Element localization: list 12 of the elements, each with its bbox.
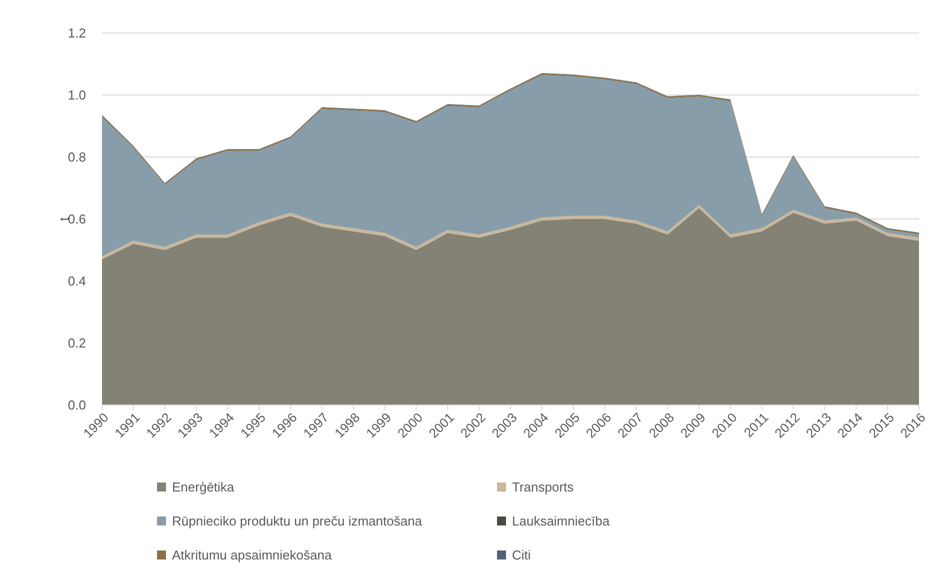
legend-label: Atkritumu apsaimniekošana [172,548,332,563]
legend-label: Rūpnieciko produktu un preču izmantošana [172,514,423,529]
legend-label: Enerģētika [172,480,235,495]
y-tick-label: 0.8 [68,150,86,165]
y-tick-label: 0.4 [68,274,86,289]
y-tick-label: 1.0 [68,88,86,103]
legend-label: Citi [512,548,531,563]
legend-label: Transports [512,480,574,495]
y-tick-label: 1.2 [68,26,86,41]
y-tick-label: 0.0 [68,398,86,413]
y-tick-label: 0.2 [68,336,86,351]
legend-label: Lauksaimniecība [512,514,610,529]
